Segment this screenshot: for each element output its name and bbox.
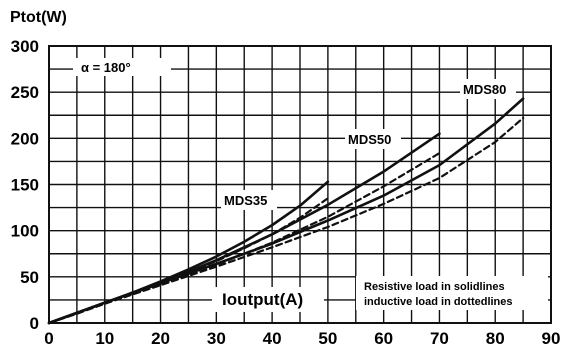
series-label-mds35: MDS35: [224, 193, 267, 208]
chart-axes: [48, 45, 552, 324]
series-label-mds50: MDS50: [348, 132, 391, 147]
y-tick-label: 0: [30, 314, 39, 333]
x-tick-label: 70: [430, 329, 449, 348]
series-label-background-mds50: [345, 129, 401, 149]
x-tick-label: 10: [95, 329, 114, 348]
x-tick-label: 30: [207, 329, 226, 348]
y-tick-label: 100: [11, 222, 39, 241]
y-tick-label: 250: [11, 83, 39, 102]
annotation-background: [73, 58, 171, 76]
y-tick-label: 300: [11, 37, 39, 56]
legend-note-line-1: Resistive load in solidlines: [364, 281, 505, 293]
y-tick-label: 50: [20, 268, 39, 287]
series-line-3-dashed: [47, 152, 441, 325]
plot-frame: [48, 45, 552, 324]
series-label-background-mds80: [460, 79, 516, 99]
chart-ticks: 0 10 20 30 40 50 60 70 80 90 0 50 100 150 200 250 300: [11, 37, 561, 348]
y-tick-label: 200: [11, 129, 39, 148]
x-axis-label: Ioutput(A): [222, 290, 303, 309]
angle-annotation: α = 180°: [81, 60, 131, 75]
series-line-mds80-solid: [47, 97, 525, 325]
series-label-mds80: MDS80: [463, 82, 506, 97]
x-axis-label-background: [212, 287, 324, 312]
x-tick-label: 80: [486, 329, 505, 348]
x-tick-label: 0: [44, 329, 53, 348]
x-tick-label: 90: [542, 329, 561, 348]
y-axis-label: Ptot(W): [10, 9, 67, 26]
y-tick-label: 150: [11, 176, 39, 195]
legend-note-background: [356, 276, 548, 310]
x-tick-label: 60: [374, 329, 393, 348]
chart-series: [47, 97, 525, 325]
x-tick-label: 20: [151, 329, 170, 348]
series-line-5-dashed: [47, 116, 525, 325]
legend-note-line-2: inductive load in dottedlines: [364, 296, 513, 308]
series-label-background-mds35: [221, 190, 277, 210]
x-tick-label: 40: [263, 329, 282, 348]
x-tick-label: 50: [318, 329, 337, 348]
